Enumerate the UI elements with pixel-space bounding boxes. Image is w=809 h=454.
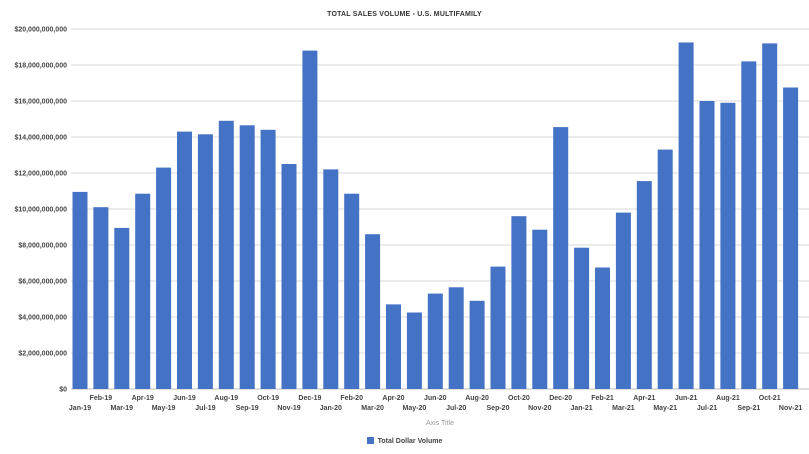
x-tick-label: Oct-21 (759, 395, 781, 402)
x-tick-label: May-21 (653, 405, 677, 412)
x-tick-label: Feb-21 (591, 395, 614, 402)
bar (218, 120, 234, 390)
bar (636, 181, 652, 389)
x-tick-label: Feb-19 (90, 395, 113, 402)
x-tick-label: Jun-20 (424, 395, 447, 402)
legend-swatch (366, 437, 374, 444)
y-tick-label: $6,000,000,000 (18, 279, 67, 286)
chart-title: TOTAL SALES VOLUME - U.S. MULTIFAMILY (327, 11, 482, 18)
x-tick-label: Aug-19 (214, 395, 238, 402)
x-tick-label: Aug-20 (465, 395, 489, 402)
bar (511, 216, 527, 389)
bar (281, 164, 297, 389)
bar (532, 229, 548, 389)
bar (448, 287, 464, 389)
x-tick-label: Jan-19 (69, 405, 91, 412)
bar (678, 42, 694, 389)
bar (93, 207, 109, 389)
x-tick-label: Jun-21 (675, 395, 698, 402)
y-tick-label: $14,000,000,000 (14, 135, 67, 142)
x-tick-label: Jul-21 (697, 405, 717, 412)
x-tick-label: Dec-20 (549, 395, 572, 402)
bar (406, 312, 422, 389)
bar (302, 50, 318, 389)
x-tick-label: Sep-21 (737, 405, 760, 412)
y-tick-label: $8,000,000,000 (18, 243, 67, 250)
bar (657, 149, 673, 389)
bar (615, 212, 631, 389)
legend-label: Total Dollar Volume (377, 438, 443, 445)
x-tick-label: Oct-20 (508, 395, 530, 402)
bar (574, 247, 590, 389)
x-tick-label: Mar-19 (111, 405, 134, 412)
x-tick-label: May-19 (152, 405, 176, 412)
x-tick-label: Sep-19 (236, 405, 259, 412)
x-tick-label: Nov-20 (528, 405, 551, 412)
bar (260, 129, 276, 390)
y-tick-label: $20,000,000,000 (14, 27, 67, 34)
bar (114, 227, 130, 389)
x-tick-label: Jan-21 (571, 405, 593, 412)
bar (323, 169, 339, 389)
bar (365, 234, 381, 389)
x-tick-label: Nov-21 (779, 405, 802, 412)
bar (197, 134, 213, 389)
bar (741, 61, 757, 390)
x-tick-label: Jan-20 (320, 405, 342, 412)
bar (553, 127, 569, 389)
x-tick-label: Sep-20 (487, 405, 510, 412)
x-tick-label: Jul-19 (195, 405, 215, 412)
y-tick-label: $16,000,000,000 (14, 99, 67, 106)
y-tick-label: $18,000,000,000 (14, 63, 67, 70)
bar (386, 304, 401, 389)
x-tick-label: May-20 (403, 405, 427, 412)
y-tick-label: $10,000,000,000 (14, 207, 67, 214)
x-axis-title: Axis Title (426, 420, 454, 427)
y-tick-label: $2,000,000,000 (18, 351, 67, 358)
x-tick-label: Jul-20 (446, 405, 466, 412)
y-tick-label: $4,000,000,000 (18, 315, 67, 322)
bar (177, 131, 192, 389)
x-tick-label: Aug-21 (716, 395, 740, 402)
bar (239, 125, 255, 390)
bar (595, 267, 610, 389)
x-tick-label: Mar-20 (361, 405, 384, 412)
x-tick-label: Apr-20 (382, 395, 404, 402)
bar (469, 300, 485, 389)
bar (344, 193, 360, 389)
x-tick-label: Jun-19 (173, 395, 196, 402)
y-tick-label: $12,000,000,000 (14, 171, 67, 178)
bar (490, 266, 506, 389)
x-tick-label: Mar-21 (612, 405, 635, 412)
x-tick-label: Oct-19 (257, 395, 279, 402)
bar (699, 101, 715, 389)
y-tick-label: $0 (59, 387, 67, 394)
x-tick-label: Dec-19 (298, 395, 321, 402)
bar (783, 87, 799, 389)
bar (135, 193, 151, 389)
x-tick-label: Nov-19 (277, 405, 300, 412)
x-tick-label: Apr-21 (633, 395, 655, 402)
bar (427, 293, 443, 389)
x-tick-label: Apr-19 (132, 395, 154, 402)
x-tick-label: Feb-20 (340, 395, 363, 402)
bar (762, 43, 778, 390)
bar (156, 167, 172, 389)
bar (72, 191, 88, 389)
legend: Total Dollar Volume (0, 437, 809, 445)
bar (720, 102, 736, 390)
